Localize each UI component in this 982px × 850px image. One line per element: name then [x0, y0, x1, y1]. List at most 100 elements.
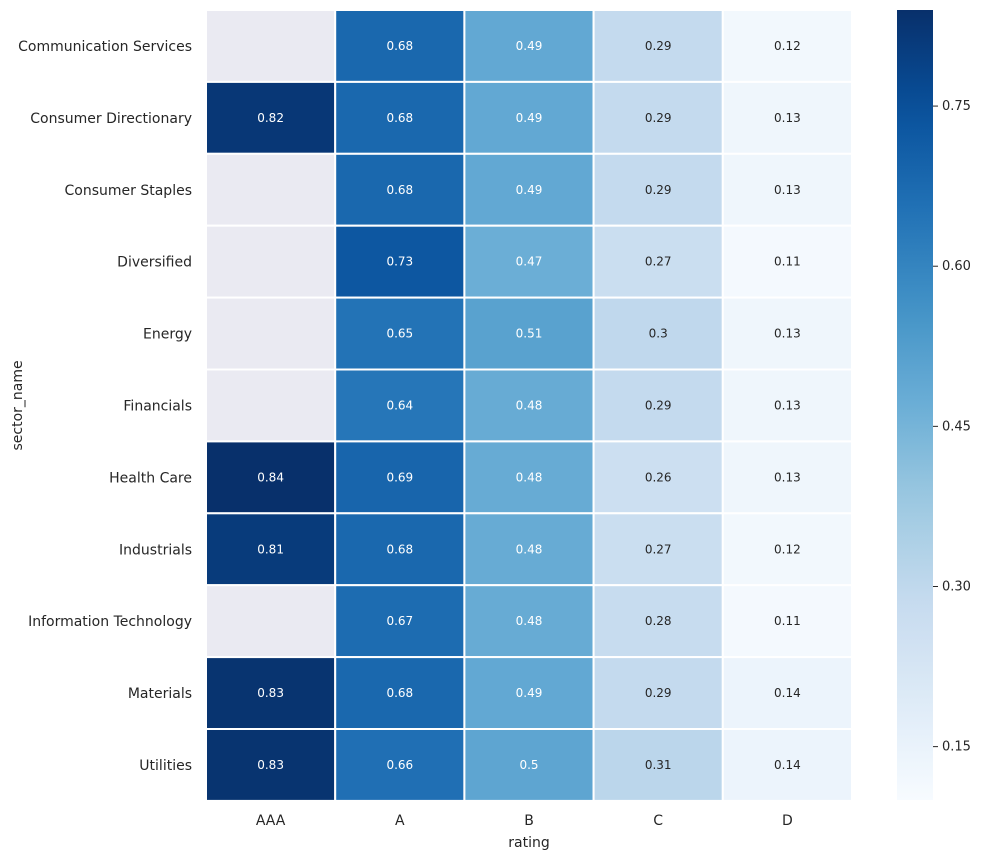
heatmap-cell: [721, 728, 853, 802]
cell-value-label: 0.48: [516, 542, 543, 556]
heatmap-cell: [334, 368, 466, 443]
cell-value-label: 0.81: [257, 542, 284, 556]
heatmap-cells: [205, 9, 853, 802]
cell-value-label: 0.49: [516, 111, 543, 125]
heatmap-cell: [463, 656, 595, 730]
y-axis-title: sector_name: [10, 360, 26, 450]
heatmap-cell: [205, 584, 337, 659]
cell-value-label: 0.68: [386, 111, 413, 125]
cell-value-label: 0.13: [774, 183, 801, 197]
heatmap-cell: [205, 296, 337, 371]
x-axis-title: rating: [508, 835, 549, 850]
x-tick-label: A: [395, 813, 405, 829]
heatmap-cell: [592, 152, 724, 227]
cell-value-label: 0.12: [774, 39, 801, 53]
cell-value-label: 0.48: [516, 614, 543, 628]
cell-value-label: 0.64: [386, 398, 413, 412]
heatmap-cell: [334, 296, 466, 371]
cell-value-label: 0.29: [645, 183, 672, 197]
heatmap-cell: [463, 296, 595, 371]
heatmap-cell: [463, 224, 595, 299]
colorbar-tick-label: 0.45: [942, 419, 971, 434]
cell-value-label: 0.13: [774, 327, 801, 341]
heatmap-cell: [721, 656, 853, 730]
heatmap-cell: [205, 512, 337, 587]
heatmap-cell: [463, 9, 595, 83]
cell-value-label: 0.68: [386, 542, 413, 556]
cell-value-label: 0.69: [386, 470, 413, 484]
heatmap-cell: [334, 224, 466, 299]
cell-value-label: 0.29: [645, 398, 672, 412]
cell-value-label: 0.11: [774, 255, 801, 269]
colorbar-tick-label: 0.75: [942, 99, 971, 114]
cell-value-label: 0.68: [386, 686, 413, 700]
cell-value-label: 0.68: [386, 39, 413, 53]
y-tick-label: Consumer Directionary: [30, 111, 192, 127]
cell-value-label: 0.31: [645, 758, 672, 772]
heatmap-cell: [205, 80, 337, 155]
cell-value-label: 0.28: [645, 614, 672, 628]
heatmap-cell: [463, 368, 595, 443]
heatmap-cell: [205, 368, 337, 443]
cell-value-label: 0.13: [774, 470, 801, 484]
heatmap-cell: [334, 9, 466, 83]
x-tick-label: C: [653, 813, 663, 829]
heatmap-cell: [592, 728, 724, 802]
cell-value-label: 0.27: [645, 542, 672, 556]
x-tick-label: AAA: [256, 813, 286, 829]
cell-value-label: 0.29: [645, 39, 672, 53]
y-axis-tick-labels: Communication Services Consumer Direction…: [18, 39, 192, 774]
heatmap-cell: [205, 9, 337, 83]
cell-value-label: 0.14: [774, 686, 801, 700]
cell-value-label: 0.3: [649, 327, 668, 341]
heatmap-cell: [721, 512, 853, 587]
colorbar: [897, 10, 933, 800]
y-tick-label: Utilities: [139, 758, 192, 774]
heatmap-cell: [205, 224, 337, 299]
cell-value-label: 0.29: [645, 111, 672, 125]
cell-value-label: 0.29: [645, 686, 672, 700]
cell-value-label: 0.68: [386, 183, 413, 197]
heatmap-cell: [334, 152, 466, 227]
colorbar-tick-label: 0.15: [942, 740, 971, 755]
y-tick-label: Information Technology: [28, 614, 192, 630]
cell-value-label: 0.12: [774, 542, 801, 556]
heatmap-cell: [592, 656, 724, 730]
cell-value-label: 0.83: [257, 758, 284, 772]
cell-value-label: 0.26: [645, 470, 672, 484]
cell-value-label: 0.14: [774, 758, 801, 772]
y-tick-label: Health Care: [109, 470, 192, 486]
cell-value-label: 0.49: [516, 39, 543, 53]
x-tick-label: B: [524, 813, 534, 829]
cell-value-label: 0.49: [516, 183, 543, 197]
heatmap-cell: [721, 584, 853, 659]
colorbar-ticks: 0.15 0.30 0.45 0.60 0.75: [933, 99, 971, 755]
x-axis-tick-labels: AAA A B C D: [256, 813, 793, 829]
cell-value-label: 0.5: [519, 758, 538, 772]
cell-value-label: 0.27: [645, 255, 672, 269]
cell-value-label: 0.82: [257, 111, 284, 125]
heatmap-cell: [721, 80, 853, 155]
heatmap-cell: [721, 368, 853, 443]
heatmap-cell: [592, 368, 724, 443]
y-tick-label: Industrials: [119, 542, 192, 558]
heatmap-cell: [592, 224, 724, 299]
cell-value-label: 0.49: [516, 686, 543, 700]
y-tick-label: Consumer Staples: [65, 183, 192, 199]
heatmap-cell: [205, 440, 337, 515]
heatmap-cell-labels: 0.68 0.49 0.29 0.12 0.82 0.68 0.49 0.29 0.13 0.68…: [257, 39, 801, 772]
cell-value-label: 0.84: [257, 470, 284, 484]
heatmap-cell: [334, 512, 466, 587]
heatmap-cell: [463, 80, 595, 155]
y-tick-label: Communication Services: [18, 39, 192, 55]
cell-value-label: 0.67: [386, 614, 413, 628]
cell-value-label: 0.73: [386, 255, 413, 269]
cell-value-label: 0.51: [516, 327, 543, 341]
y-tick-label: Diversified: [117, 255, 192, 271]
y-tick-label: Energy: [143, 327, 192, 343]
y-tick-label: Financials: [123, 398, 192, 414]
heatmap-cell: [463, 728, 595, 802]
cell-value-label: 0.47: [516, 255, 543, 269]
x-tick-label: D: [782, 813, 793, 829]
